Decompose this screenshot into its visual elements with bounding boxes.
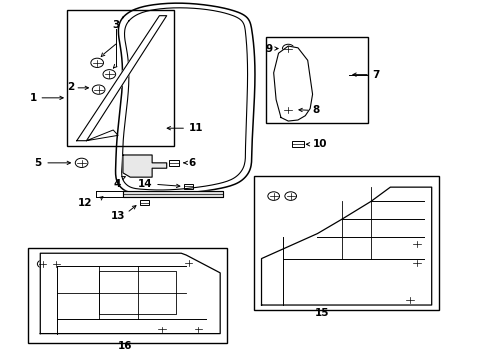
Text: 14: 14	[137, 179, 152, 189]
Polygon shape	[273, 46, 312, 121]
Text: 6: 6	[188, 158, 195, 168]
Polygon shape	[261, 187, 431, 305]
Text: 2: 2	[67, 82, 74, 92]
Polygon shape	[77, 16, 166, 141]
Polygon shape	[40, 253, 220, 334]
Text: 10: 10	[312, 139, 326, 149]
Text: 8: 8	[312, 105, 319, 115]
Polygon shape	[122, 192, 222, 197]
Bar	[254, 176, 438, 310]
Bar	[67, 10, 174, 146]
Bar	[291, 141, 304, 148]
Text: 3: 3	[112, 19, 119, 30]
Bar	[266, 37, 368, 123]
Bar	[169, 160, 179, 166]
Text: 9: 9	[265, 44, 272, 54]
Text: 1: 1	[29, 93, 37, 103]
Text: 4: 4	[113, 179, 121, 189]
Text: 13: 13	[111, 211, 125, 221]
Bar	[28, 248, 227, 342]
Text: 5: 5	[34, 158, 41, 168]
Bar	[140, 200, 149, 205]
Polygon shape	[122, 155, 166, 177]
Text: 7: 7	[371, 69, 379, 80]
Text: 12: 12	[78, 198, 93, 208]
Text: 11: 11	[188, 123, 203, 133]
Bar	[184, 184, 193, 189]
Text: 16: 16	[118, 341, 132, 351]
Text: 15: 15	[314, 307, 329, 318]
